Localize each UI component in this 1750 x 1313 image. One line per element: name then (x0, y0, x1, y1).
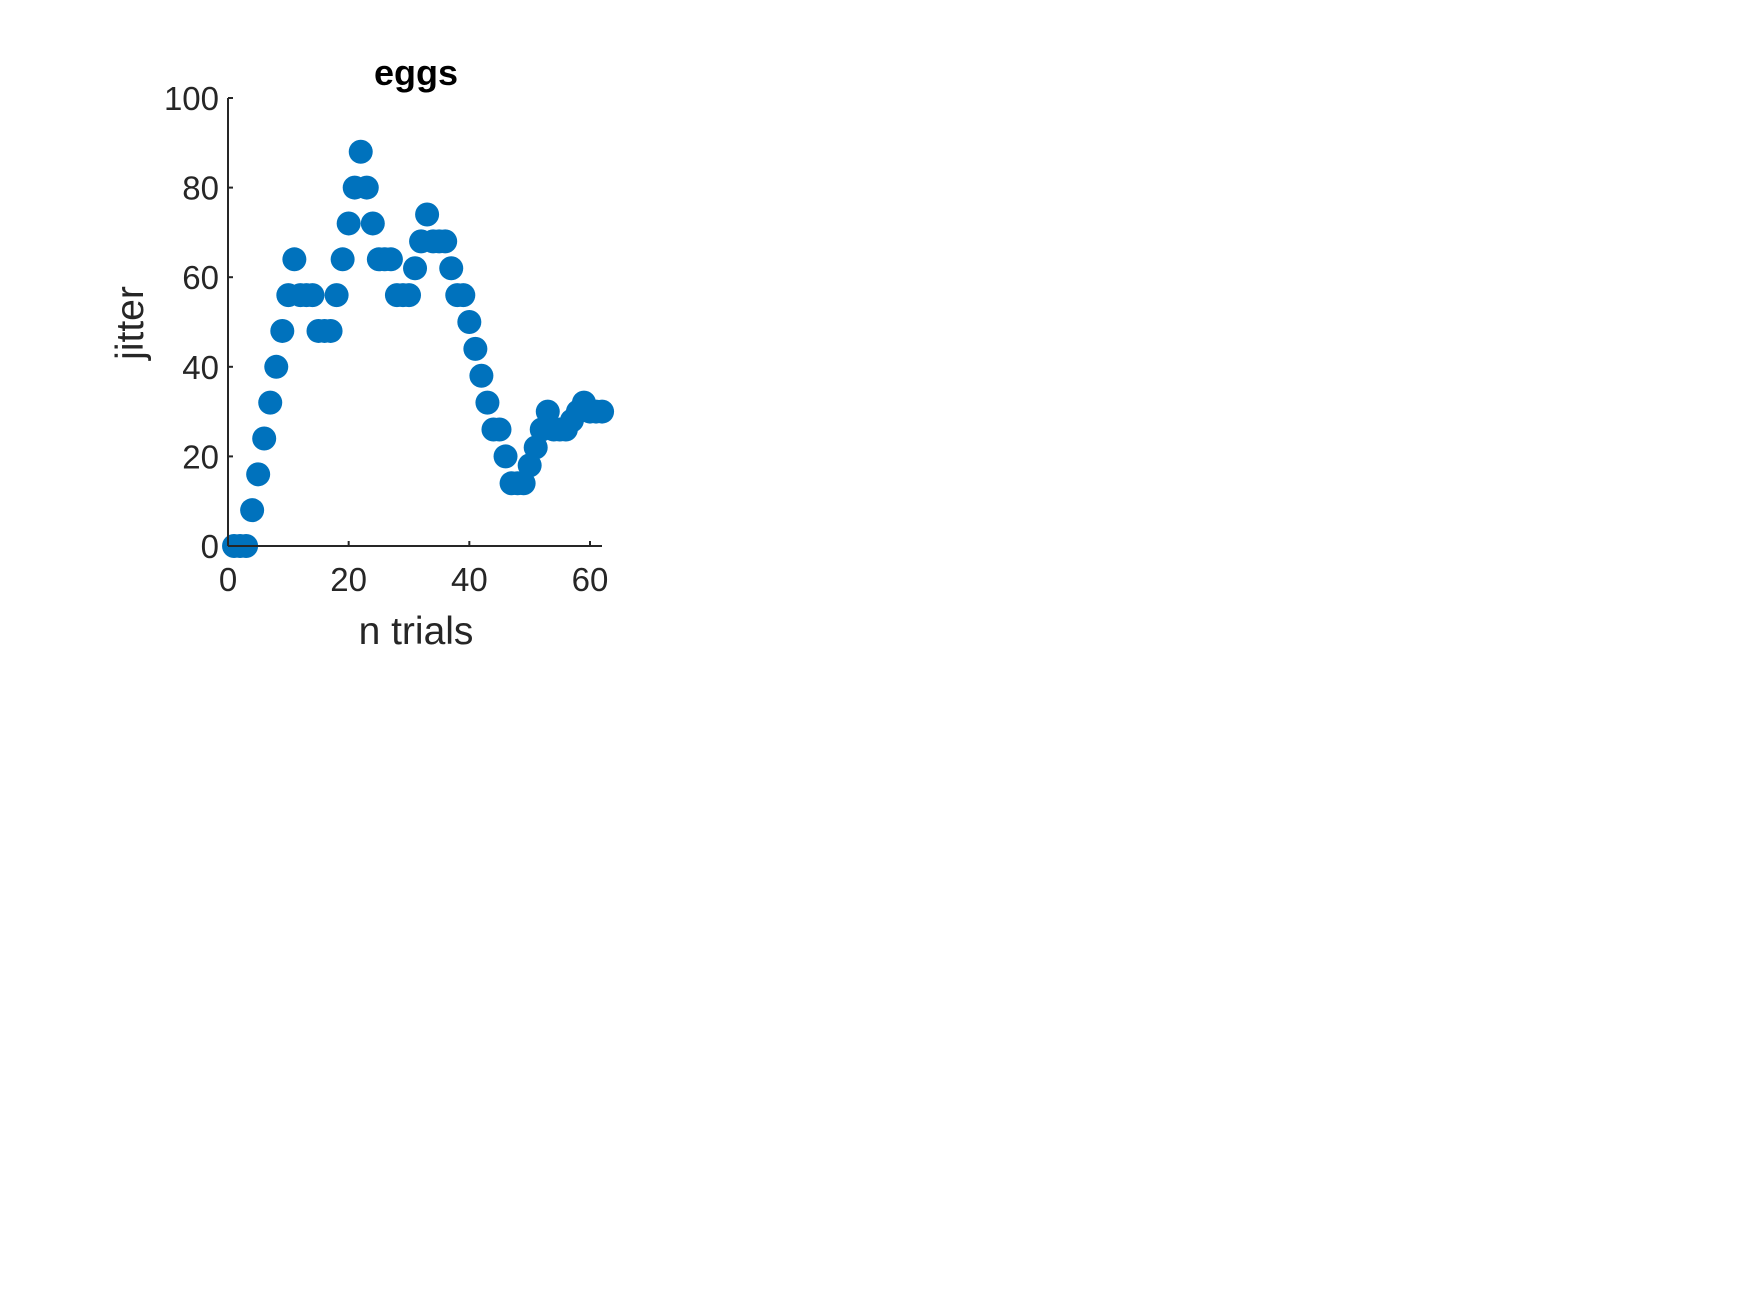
data-point (252, 426, 277, 451)
data-point (590, 399, 615, 424)
y-tick-label: 60 (182, 259, 219, 296)
x-tick-label: 60 (572, 561, 609, 598)
data-point (469, 363, 494, 388)
data-point (457, 310, 482, 334)
data-point (397, 283, 421, 308)
data-point (487, 417, 512, 442)
x-axis-label: n trials (359, 610, 474, 653)
data-point (264, 354, 289, 379)
x-tick-label: 20 (330, 561, 367, 598)
x-axis-ticks: 0 20 40 60 (219, 541, 609, 598)
y-tick-label: 0 (201, 528, 219, 565)
y-tick-label: 100 (164, 80, 219, 117)
data-point (378, 247, 403, 272)
data-point (493, 444, 518, 469)
data-point (451, 283, 476, 308)
data-point (300, 283, 325, 308)
data-point (270, 318, 295, 343)
data-point (463, 336, 488, 361)
y-tick-label: 40 (182, 349, 219, 386)
y-tick-label: 80 (182, 170, 219, 207)
data-point (403, 256, 428, 281)
y-tick-label: 20 (182, 438, 219, 475)
data-point (324, 283, 349, 308)
data-point (258, 390, 283, 415)
data-point (240, 498, 265, 523)
data-point (318, 318, 343, 343)
data-point (330, 247, 355, 272)
data-point (360, 211, 385, 236)
y-axis-label: jitter (109, 286, 152, 361)
axes (227, 98, 602, 547)
data-point (336, 211, 361, 236)
chart-title: eggs (374, 52, 458, 93)
data-point (475, 390, 500, 415)
data-point (439, 256, 464, 281)
x-tick-label: 0 (219, 561, 237, 598)
data-points (222, 139, 615, 558)
data-point (354, 175, 379, 200)
data-point (415, 202, 440, 227)
data-point (246, 462, 271, 487)
data-point (348, 139, 373, 164)
data-point (282, 247, 307, 272)
x-tick-label: 40 (451, 561, 488, 598)
y-axis-ticks: 0 20 40 60 80 100 (164, 80, 233, 565)
data-point (433, 229, 458, 254)
